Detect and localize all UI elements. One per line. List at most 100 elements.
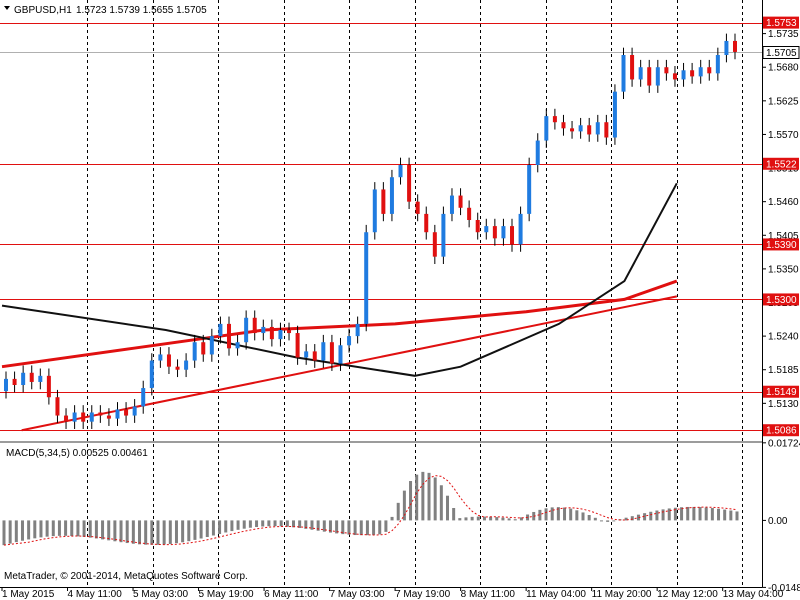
candle-body — [329, 342, 334, 364]
candle-body — [415, 201, 420, 214]
candle-body — [578, 125, 583, 132]
macd-histogram-bar — [519, 517, 523, 521]
candle-body — [166, 354, 171, 367]
moving-average-red — [1, 279, 678, 369]
macd-histogram-bar — [667, 508, 671, 521]
macd-histogram-bar — [569, 508, 573, 521]
level-price-tag[interactable] — [763, 238, 799, 251]
candle-body — [312, 351, 317, 361]
macd-histogram-bar — [236, 520, 240, 530]
macd-histogram-bar — [328, 520, 332, 533]
candle-body — [192, 342, 197, 361]
macd-histogram-bar — [452, 507, 456, 521]
macd-histogram-bar — [464, 517, 468, 521]
macd-histogram-bar — [544, 508, 548, 521]
macd-label: MACD(5,34,5) 0.00525 0.00461 — [6, 448, 148, 459]
candle-body — [269, 326, 274, 340]
time-tick-label: 13 May 04:00 — [723, 589, 784, 600]
macd-histogram-bar — [267, 520, 271, 527]
macd-histogram-bar — [655, 510, 659, 521]
candle-body — [235, 342, 240, 349]
macd-histogram-bar — [482, 516, 486, 521]
candle-body — [570, 128, 575, 132]
candle-body — [175, 366, 180, 370]
current-price-label: 1.5705 — [766, 48, 797, 59]
indicator-lines — [1, 182, 678, 432]
level-price-label: 1.5086 — [766, 426, 797, 437]
macd-histogram-bar — [341, 520, 345, 535]
macd-histogram-bar — [563, 507, 567, 521]
macd-histogram-bar — [636, 514, 640, 521]
macd-histogram-bar — [261, 520, 265, 527]
level-price-tag[interactable] — [763, 385, 799, 398]
candle-body — [407, 165, 412, 202]
candle-body — [664, 67, 669, 74]
macd-histogram-bar — [359, 520, 363, 536]
macd-histogram-bar — [630, 516, 634, 521]
macd-histogram-bar — [495, 517, 499, 521]
candle-body — [321, 342, 326, 361]
macd-histogram-bar — [82, 520, 86, 537]
macd-histogram-bar — [64, 520, 68, 536]
macd-histogram-bar — [310, 520, 314, 530]
candle-body — [552, 116, 557, 123]
macd-histogram-bar — [458, 518, 462, 521]
candle-body — [398, 165, 403, 178]
macd-histogram-bar — [70, 520, 74, 536]
price-axis: 1.57351.56801.56251.55701.55151.54601.54… — [762, 0, 800, 594]
time-tick-label: 11 May 20:00 — [592, 589, 652, 600]
candle-body — [81, 412, 86, 422]
moving-average-black — [1, 182, 678, 377]
candle-body — [492, 226, 497, 239]
time-tick-label: 8 May 11:00 — [461, 589, 516, 600]
level-price-tag[interactable] — [763, 293, 799, 306]
candle-body — [295, 333, 300, 358]
time-axis: 1 May 2015 4 May 11:00 5 May 03:00 5 May 19… — [0, 587, 784, 600]
macd-histogram-bar — [101, 520, 105, 540]
current-price-tag — [762, 46, 800, 59]
chevron-down-icon[interactable] — [4, 6, 10, 10]
macd-histogram-bar — [550, 507, 554, 521]
macd-histogram-bar — [612, 520, 616, 522]
horizontal-levels — [0, 23, 762, 431]
candle-body — [46, 375, 51, 398]
macd-histogram-bar — [27, 520, 31, 540]
chart-header: GBPUSD,H1 1.5723 1.5739 1.5655 1.5705 — [4, 5, 207, 16]
level-price-label: 1.5149 — [766, 387, 797, 398]
time-tick-label: 1 May 2015 — [2, 589, 55, 600]
macd-histogram-bar — [347, 520, 351, 535]
macd-histogram-bar — [224, 520, 228, 533]
macd-histogram-bar — [125, 520, 129, 544]
level-price-tag[interactable] — [763, 16, 799, 29]
time-tick-label: 4 May 11:00 — [68, 589, 123, 600]
macd-histogram-bar — [119, 520, 123, 543]
level-price-tag[interactable] — [763, 157, 799, 170]
macd-histogram-bar — [285, 520, 289, 527]
macd-histogram-bar — [427, 472, 431, 521]
symbol-label: GBPUSD,H1 — [14, 5, 72, 16]
level-price-label: 1.5300 — [766, 295, 797, 306]
macd-histogram-bar — [199, 520, 203, 539]
macd-histogram-bar — [107, 520, 111, 541]
macd-histogram-bar — [581, 512, 585, 521]
macd-histogram-bar — [187, 520, 191, 542]
time-tick-label: 6 May 11:00 — [264, 589, 319, 600]
price-tick-label: 1.5680 — [768, 63, 799, 74]
macd-histogram-bar — [298, 520, 302, 529]
macd-histogram-bar — [673, 507, 677, 521]
candle-body — [132, 406, 137, 416]
macd-histogram-bar — [168, 520, 172, 544]
macd-histogram-bar — [421, 471, 425, 521]
macd-histogram-bar — [211, 520, 215, 536]
candle-body — [158, 354, 163, 361]
candle-body — [201, 342, 206, 355]
level-price-tag[interactable] — [763, 424, 799, 437]
macd-histogram-bar — [415, 474, 419, 521]
macd-histogram-bar — [304, 520, 308, 529]
macd-histogram-bar — [45, 520, 49, 537]
candle-body — [72, 412, 77, 422]
candle-body — [715, 55, 720, 74]
pane-separator — [0, 441, 762, 443]
macd-histogram-bar — [33, 520, 37, 539]
